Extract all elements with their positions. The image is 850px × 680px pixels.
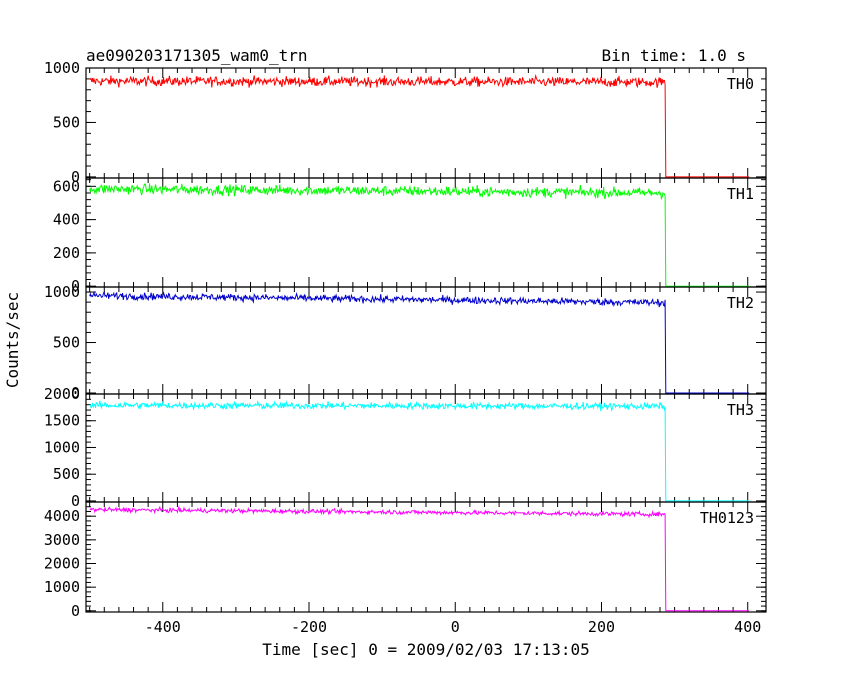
y-tick-label: 4000 <box>44 507 80 525</box>
y-tick-label: 500 <box>53 465 80 483</box>
panel-th1: 0 200 400 600 TH1 <box>53 177 767 295</box>
chart-title: ae090203171305_wam0_trn <box>86 46 308 65</box>
y-tick-label: 1000 <box>44 283 80 301</box>
y-tick-label: 1000 <box>44 438 80 456</box>
y-tick-label: 400 <box>53 211 80 229</box>
y-tick-label: 0 <box>71 492 80 510</box>
x-tick-label: -200 <box>291 618 327 636</box>
panel-frame <box>85 393 767 503</box>
bin-time-label: Bin time: 1.0 s <box>602 46 747 65</box>
y-tick-label: 0 <box>71 277 80 295</box>
panel-label-th2: TH2 <box>727 294 754 312</box>
x-tick-label: -400 <box>145 618 181 636</box>
panel-frame <box>85 501 767 613</box>
panel-th3: 0 500 1000 1500 2000 TH3 <box>44 385 767 510</box>
y-tick-label: 0 <box>71 168 80 186</box>
panel-frame <box>85 67 767 179</box>
y-tick-label: 1000 <box>44 578 80 596</box>
y-tick-label: 3000 <box>44 531 80 549</box>
series-line-th3 <box>89 399 750 502</box>
y-tick-label: 0 <box>71 384 80 402</box>
y-tick-label: 200 <box>53 244 80 262</box>
series-line-th1 <box>89 183 750 287</box>
y-tick-label: 1000 <box>44 59 80 77</box>
panel-th0123: 0 1000 2000 3000 4000 TH0123 <box>44 501 767 620</box>
series-line-th2 <box>89 290 750 394</box>
panel-th2: 0 500 1000 TH2 <box>44 283 767 402</box>
panel-label-th3: TH3 <box>727 401 754 419</box>
x-axis-label: Time [sec] 0 = 2009/02/03 17:13:05 <box>262 640 590 659</box>
y-axis-label: Counts/sec <box>3 292 22 388</box>
panel-label-th1: TH1 <box>727 185 754 203</box>
y-tick-label: 0 <box>71 602 80 620</box>
x-tick-label: 200 <box>588 618 615 636</box>
y-tick-label: 500 <box>53 113 80 131</box>
x-tick-label: 0 <box>451 618 460 636</box>
y-tick-label: 2000 <box>44 555 80 573</box>
y-tick-label: 2000 <box>44 385 80 403</box>
series-line-th0 <box>89 73 750 178</box>
y-tick-label: 500 <box>53 334 80 352</box>
y-tick-label: 1500 <box>44 412 80 430</box>
panels-group: 0 500 1000 TH0 0 200 400 600 TH1 0 500 1000 TH2 0 500 1… <box>44 59 767 636</box>
panel-th0: 0 500 1000 TH0 <box>44 59 767 186</box>
series-line-th0123 <box>89 505 750 612</box>
y-tick-label: 600 <box>53 177 80 195</box>
panel-label-th0: TH0 <box>727 75 754 93</box>
panel-label-th0123: TH0123 <box>700 509 754 527</box>
panel-frame <box>85 286 767 395</box>
x-tick-label: 400 <box>734 618 761 636</box>
